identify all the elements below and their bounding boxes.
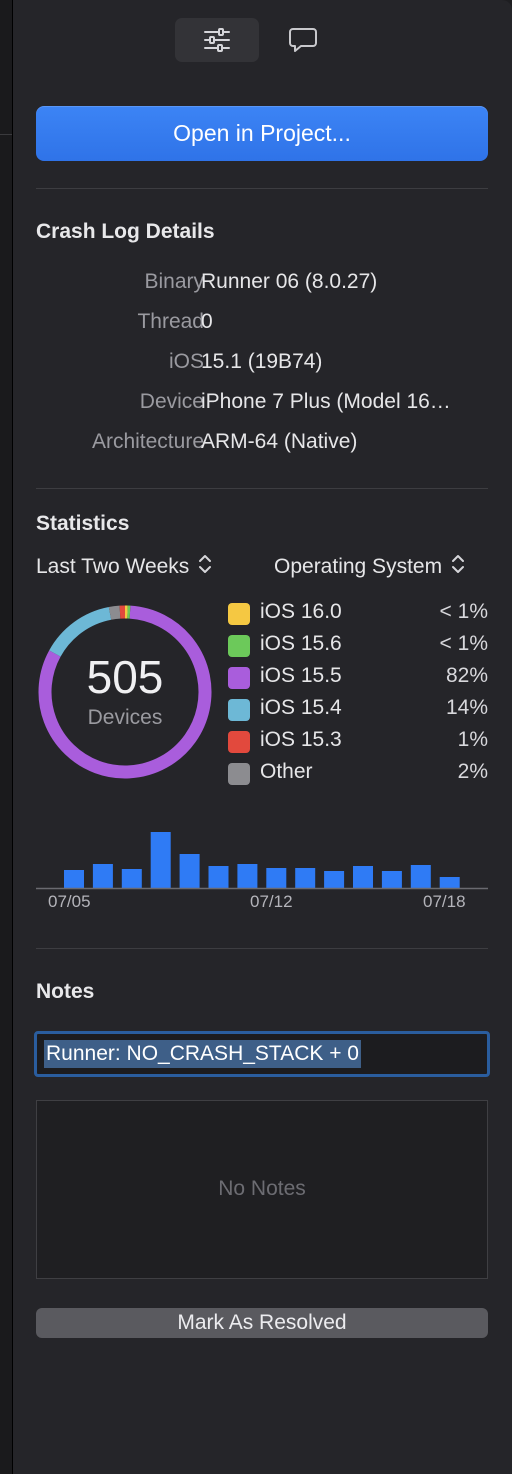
bar [381,871,402,888]
legend-item: iOS 15.3 1% [228,728,488,756]
group-by-value: Operating System [274,555,443,578]
legend-percent: 1% [457,728,488,751]
legend-percent: 82% [445,664,488,687]
x-tick-label: 07/05 [48,892,91,911]
legend-item: iOS 15.5 82% [228,664,488,692]
x-tick-label: 07/18 [423,892,466,911]
donut-segment [49,607,112,657]
divider [36,948,488,949]
donut-segment [108,605,121,620]
bar [179,854,200,888]
detail-value: ARM-64 (Native) [201,430,358,453]
bar [266,868,287,888]
group-by-popup[interactable]: Operating System [274,553,465,581]
detail-value: iPhone 7 Plus (Model 16… [201,390,451,413]
legend-name: iOS 15.6 [260,632,342,655]
crash-log-details-title: Crash Log Details [36,220,215,243]
bar [121,869,142,888]
legend-name: iOS 15.3 [260,728,342,751]
note-title-field[interactable]: Runner: NO_CRASH_STACK + 0 [34,1031,490,1077]
detail-row-ios: iOS 15.1 (19B74) [36,350,496,380]
legend-swatch [228,667,250,689]
donut-segment [38,605,212,779]
notes-title: Notes [36,980,95,1003]
bar [64,870,84,888]
detail-key: Thread [137,310,204,333]
detail-key: Device [139,390,204,413]
bar [353,866,373,888]
date-range-popup[interactable]: Last Two Weeks [36,553,212,581]
up-down-chevron-icon [451,553,465,581]
legend-item: iOS 15.6 < 1% [228,632,488,660]
bar [295,868,316,888]
legend-swatch [228,699,250,721]
legend-swatch [228,603,250,625]
date-range-value: Last Two Weeks [36,555,190,578]
detail-row-thread: Thread 0 [36,310,496,340]
speech-bubble-icon[interactable] [261,18,345,62]
detail-row-architecture: Architecture ARM-64 (Native) [36,430,496,460]
legend-percent: < 1% [439,632,488,655]
detail-value: 0 [201,310,213,333]
note-title-text: Runner: NO_CRASH_STACK + 0 [44,1040,361,1068]
no-notes-placeholder: No Notes [218,1177,306,1200]
legend-percent: 14% [445,696,488,719]
bar [150,832,171,888]
legend-name: Other [260,760,313,783]
bar [324,871,345,888]
legend-name: iOS 15.4 [260,696,342,719]
detail-key: Binary [144,270,204,293]
sliders-icon[interactable] [175,18,259,62]
bar [208,866,229,888]
daily-crash-bar-chart [36,832,488,890]
device-count-label: Devices [87,706,163,729]
inspector-panel: Open in Project... Crash Log Details Bin… [13,0,512,1474]
mark-as-resolved-button[interactable]: Mark As Resolved [36,1308,488,1338]
os-donut-chart [38,605,212,779]
detail-row-binary: Binary Runner 06 (8.0.27) [36,270,496,300]
legend-item: iOS 15.4 14% [228,696,488,724]
detail-key: iOS [168,350,204,373]
detail-row-device: Device iPhone 7 Plus (Model 16… [36,390,496,420]
legend-percent: 2% [457,760,488,783]
legend-name: iOS 15.5 [260,664,342,687]
adjacent-pane-edge [0,0,13,1474]
bar [237,864,258,888]
open-in-project-button[interactable]: Open in Project... [36,106,488,161]
device-count: 505 [86,651,164,703]
detail-key: Architecture [91,430,204,453]
x-tick-label: 07/12 [250,892,293,911]
legend-percent: < 1% [439,600,488,623]
detail-value: 15.1 (19B74) [201,350,323,373]
up-down-chevron-icon [198,553,212,581]
bar [439,877,460,888]
legend-item: iOS 16.0 < 1% [228,600,488,628]
divider [36,188,488,189]
statistics-title: Statistics [36,512,130,535]
bar [92,864,113,888]
divider [36,488,488,489]
legend-swatch [228,731,250,753]
legend-swatch [228,763,250,785]
legend-name: iOS 16.0 [260,600,342,623]
bar [410,865,431,888]
notes-area[interactable]: No Notes [36,1100,488,1279]
detail-value: Runner 06 (8.0.27) [201,270,378,293]
legend-swatch [228,635,250,657]
legend-item: Other 2% [228,760,488,788]
